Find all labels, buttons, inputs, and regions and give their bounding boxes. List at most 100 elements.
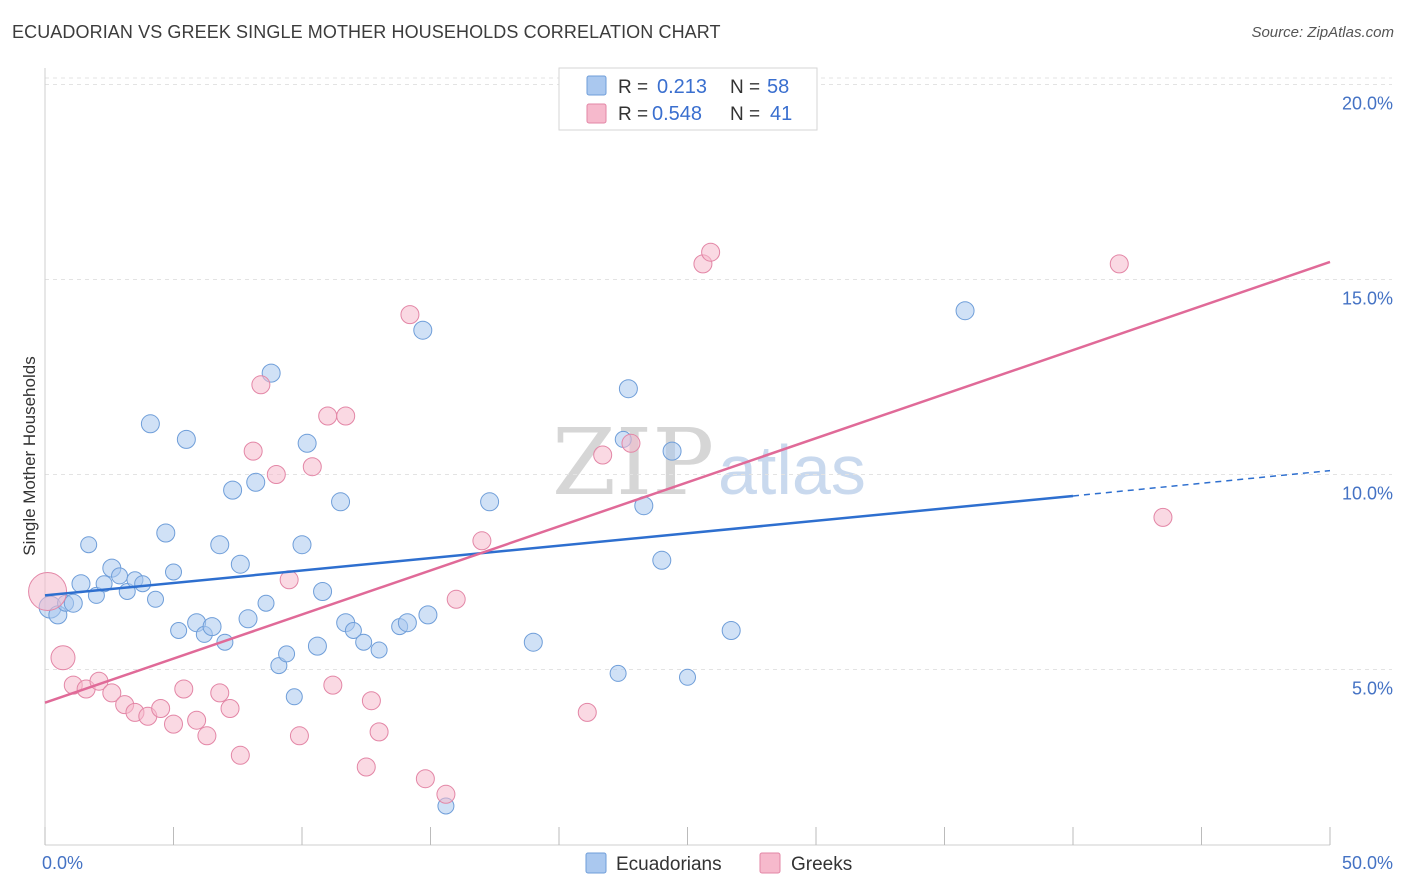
point-greeks [323, 675, 343, 695]
point-greeks [174, 679, 194, 699]
point-greeks [318, 406, 338, 426]
point-greeks [28, 572, 68, 611]
point-ecuadorians [292, 535, 312, 555]
x-tick-label-max: 50.0% [1342, 853, 1393, 873]
legend-n-value-ecuadorians: 58 [767, 76, 789, 98]
y-tick-label: 5.0% [1352, 679, 1393, 699]
point-ecuadorians [285, 688, 303, 706]
point-greeks [102, 683, 122, 703]
point-greeks [356, 757, 376, 777]
point-greeks [1109, 254, 1129, 274]
series-legend-swatch-greeks [759, 852, 781, 874]
point-ecuadorians [679, 668, 696, 686]
point-greeks [164, 714, 183, 734]
point-greeks [210, 683, 230, 703]
point-ecuadorians [257, 594, 275, 612]
point-greeks [50, 645, 76, 671]
legend-n-label-ecuadorians: N = [730, 77, 760, 98]
point-ecuadorians [223, 480, 243, 500]
legend-r-label-greeks: R = [618, 104, 648, 125]
point-ecuadorians [721, 621, 741, 640]
point-ecuadorians [63, 593, 83, 613]
series-legend: Ecuadorians Greeks [585, 852, 852, 875]
x-tick-labels: 0.0% 50.0% [42, 853, 1393, 873]
legend-swatch-greeks [586, 103, 607, 124]
point-greeks [1153, 507, 1173, 527]
legend-r-value-greeks: 0.548 [652, 103, 702, 125]
trend-line-greeks [44, 260, 1331, 704]
point-ecuadorians [80, 536, 98, 554]
point-ecuadorians [202, 617, 222, 637]
point-ecuadorians [344, 622, 362, 639]
point-ecuadorians [418, 605, 438, 625]
point-ecuadorians [480, 492, 500, 512]
point-greeks [187, 710, 207, 730]
data-points [28, 242, 1173, 815]
stats-legend: R = 0.213 N = 58 R = 0.548 N = 41 [558, 67, 818, 131]
point-greeks [302, 457, 322, 477]
point-greeks [701, 242, 721, 262]
trend-lines [44, 260, 1331, 704]
trend-line-ecuadorians [44, 494, 1074, 597]
point-ecuadorians [662, 441, 682, 461]
point-ecuadorians [355, 633, 373, 651]
point-ecuadorians [313, 582, 333, 601]
point-ecuadorians [609, 664, 627, 682]
point-ecuadorians [270, 657, 288, 675]
chart-title: ECUADORIAN VS GREEK SINGLE MOTHER HOUSEH… [12, 22, 721, 42]
y-tick-label: 10.0% [1342, 484, 1393, 504]
point-ecuadorians [618, 379, 638, 399]
point-ecuadorians [331, 492, 351, 512]
point-ecuadorians [297, 433, 317, 453]
point-greeks [251, 375, 271, 395]
point-greeks [220, 699, 240, 718]
watermark-zip: ZIP [552, 409, 714, 516]
watermark-atlas: atlas [718, 431, 866, 509]
y-tick-label: 20.0% [1342, 94, 1393, 114]
series-legend-label-greeks: Greeks [791, 854, 852, 875]
point-greeks [369, 722, 389, 742]
axes [44, 68, 1331, 846]
point-greeks [472, 531, 492, 551]
series-legend-label-ecuadorians: Ecuadorians [616, 854, 722, 875]
point-ecuadorians [370, 641, 388, 659]
point-greeks [415, 769, 435, 789]
point-greeks [336, 406, 356, 426]
point-ecuadorians [176, 429, 196, 449]
point-ecuadorians [71, 574, 91, 594]
point-ecuadorians [955, 301, 975, 321]
point-ecuadorians [147, 590, 165, 608]
point-ecuadorians [140, 414, 160, 434]
point-ecuadorians [523, 632, 543, 652]
point-ecuadorians [238, 609, 258, 629]
point-ecuadorians [134, 575, 152, 593]
point-greeks [289, 726, 309, 746]
point-greeks [436, 784, 456, 804]
watermark: ZIP atlas [552, 409, 866, 516]
point-ecuadorians [170, 622, 188, 639]
point-ecuadorians [652, 550, 672, 570]
point-greeks [446, 589, 466, 609]
point-ecuadorians [230, 554, 250, 574]
legend-n-value-greeks: 41 [770, 103, 792, 125]
point-greeks [151, 699, 171, 718]
point-greeks [400, 305, 420, 325]
chart-source: Source: ZipAtlas.com [1251, 24, 1394, 41]
point-ecuadorians [413, 320, 433, 340]
point-greeks [230, 745, 250, 765]
point-ecuadorians [165, 563, 182, 581]
point-greeks [577, 702, 597, 722]
x-tick-label-min: 0.0% [42, 853, 83, 873]
y-axis-label: Single Mother Households [20, 356, 39, 555]
point-ecuadorians [397, 613, 417, 633]
point-greeks [266, 465, 286, 484]
y-tick-labels: 5.0% 10.0% 15.0% 20.0% [1342, 94, 1393, 699]
point-ecuadorians [210, 535, 230, 555]
point-ecuadorians [307, 636, 327, 656]
point-ecuadorians [111, 567, 129, 585]
legend-n-label-greeks: N = [730, 104, 760, 125]
point-ecuadorians [278, 645, 296, 663]
grid [45, 77, 1392, 670]
point-greeks [197, 726, 217, 746]
